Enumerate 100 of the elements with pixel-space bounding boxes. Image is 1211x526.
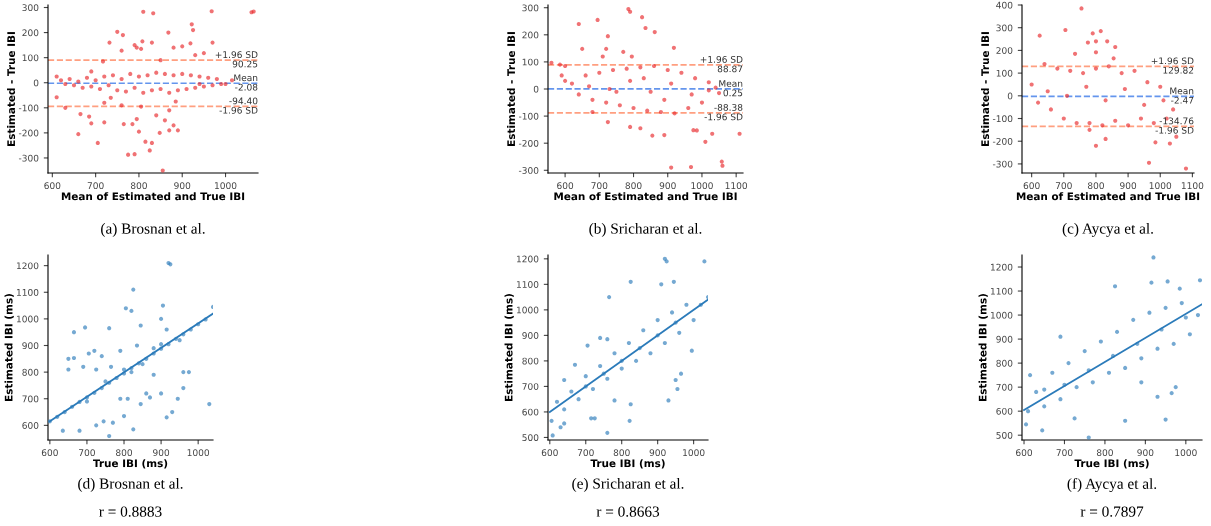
- point: [1105, 39, 1110, 44]
- point: [648, 351, 653, 356]
- point: [1126, 123, 1131, 128]
- text: (b) Sricharan et al.: [589, 223, 702, 237]
- y-tick-label: 0: [1007, 92, 1013, 100]
- point: [637, 346, 642, 351]
- x-tick-label: 800: [116, 449, 133, 457]
- point: [678, 371, 684, 376]
- point: [589, 416, 594, 421]
- point: [628, 402, 633, 407]
- point: [1187, 332, 1192, 337]
- point: [1050, 370, 1055, 375]
- text: (e) Sricharan et al.: [572, 478, 684, 492]
- x-tick-label: 1100: [725, 182, 748, 190]
- point: [1045, 89, 1050, 94]
- point: [684, 302, 689, 307]
- y-tick-label: 800: [22, 368, 39, 376]
- point: [1061, 116, 1066, 121]
- x-tick-label: 600: [557, 182, 574, 190]
- point: [1122, 86, 1127, 92]
- point: [550, 433, 555, 438]
- point: [671, 279, 676, 284]
- point: [1090, 380, 1095, 385]
- point: [1135, 341, 1140, 346]
- y-tick-label: 600: [22, 422, 39, 429]
- point: [583, 384, 588, 389]
- point: [1103, 136, 1108, 142]
- point: [605, 430, 610, 435]
- y-tick-label: 300: [522, 4, 539, 12]
- point: [612, 351, 617, 356]
- point: [1068, 68, 1073, 73]
- point: [666, 398, 671, 403]
- x-axis-title: Mean of Estimated and True IBI: [1016, 192, 1200, 201]
- y-tick-label: 700: [22, 395, 39, 403]
- point: [572, 362, 578, 367]
- point: [1106, 370, 1112, 375]
- point: [1110, 353, 1116, 358]
- y-axis-title: Estimated IBI (ms): [504, 294, 514, 401]
- point: [1142, 102, 1147, 107]
- point: [1034, 389, 1039, 395]
- y-tick-label: 1000: [16, 315, 39, 323]
- point: [1084, 84, 1089, 89]
- point: [698, 302, 703, 307]
- point: [662, 340, 667, 346]
- ref-line-label: +1.96 SD 88.87: [700, 56, 743, 73]
- point: [562, 421, 567, 426]
- point: [1179, 300, 1184, 306]
- point: [1113, 118, 1118, 123]
- y-tick-label: 1200: [990, 263, 1013, 271]
- x-tick-label: 800: [613, 449, 630, 457]
- point: [1177, 286, 1182, 291]
- point: [598, 363, 603, 369]
- x-tick-label: 600: [1023, 182, 1040, 190]
- point: [1139, 356, 1144, 361]
- ref-line-label: -94.40 -1.96 SD: [219, 97, 258, 114]
- point: [1025, 409, 1031, 414]
- y-tick-label: 200: [522, 31, 539, 39]
- x-tick-label: 800: [1087, 182, 1104, 190]
- x-tick-label: 1000: [683, 449, 705, 457]
- y-tick-label: -200: [518, 139, 539, 147]
- x-tick-label: 800: [130, 182, 147, 190]
- x-tick-label: 1000: [187, 449, 210, 457]
- y-axis-title: Estimated - True IBI: [981, 32, 990, 146]
- x-tick-label: 1000: [1175, 449, 1197, 457]
- text: (f) Aycya et al.: [1067, 478, 1157, 493]
- point: [1085, 40, 1090, 45]
- point: [669, 310, 675, 315]
- y-tick-label: 800: [522, 357, 539, 365]
- x-tick-label: 900: [1120, 182, 1137, 190]
- x-tick-label: 900: [659, 182, 676, 190]
- point: [1042, 387, 1047, 392]
- point: [691, 317, 696, 323]
- point: [576, 397, 581, 402]
- y-tick-label: 700: [522, 383, 539, 390]
- point: [1197, 278, 1202, 283]
- point: [705, 295, 708, 300]
- point: [1151, 120, 1156, 126]
- point: [1086, 368, 1091, 373]
- point: [1167, 141, 1172, 146]
- y-tick-label: -300: [518, 167, 539, 174]
- y-tick-label: 500: [522, 434, 539, 442]
- x-tick-label: 1000: [691, 182, 713, 190]
- y-tick-label: 400: [996, 1, 1013, 9]
- y-tick-label: -200: [992, 137, 1013, 145]
- point: [1112, 284, 1118, 289]
- x-tick-label: 700: [87, 182, 104, 190]
- point: [1028, 373, 1033, 378]
- point: [1119, 71, 1124, 76]
- point: [1072, 51, 1078, 56]
- x-tick-label: 600: [41, 449, 58, 457]
- y-tick-label: -100: [18, 104, 39, 112]
- point: [1173, 385, 1178, 390]
- point: [619, 358, 624, 363]
- point: [1100, 123, 1105, 128]
- point: [655, 317, 660, 323]
- x-axis-title: Mean of Estimated and True IBI: [554, 192, 737, 201]
- point: [1145, 80, 1150, 85]
- point: [675, 386, 680, 392]
- x-tick-label: 700: [577, 449, 594, 457]
- point: [1081, 71, 1086, 76]
